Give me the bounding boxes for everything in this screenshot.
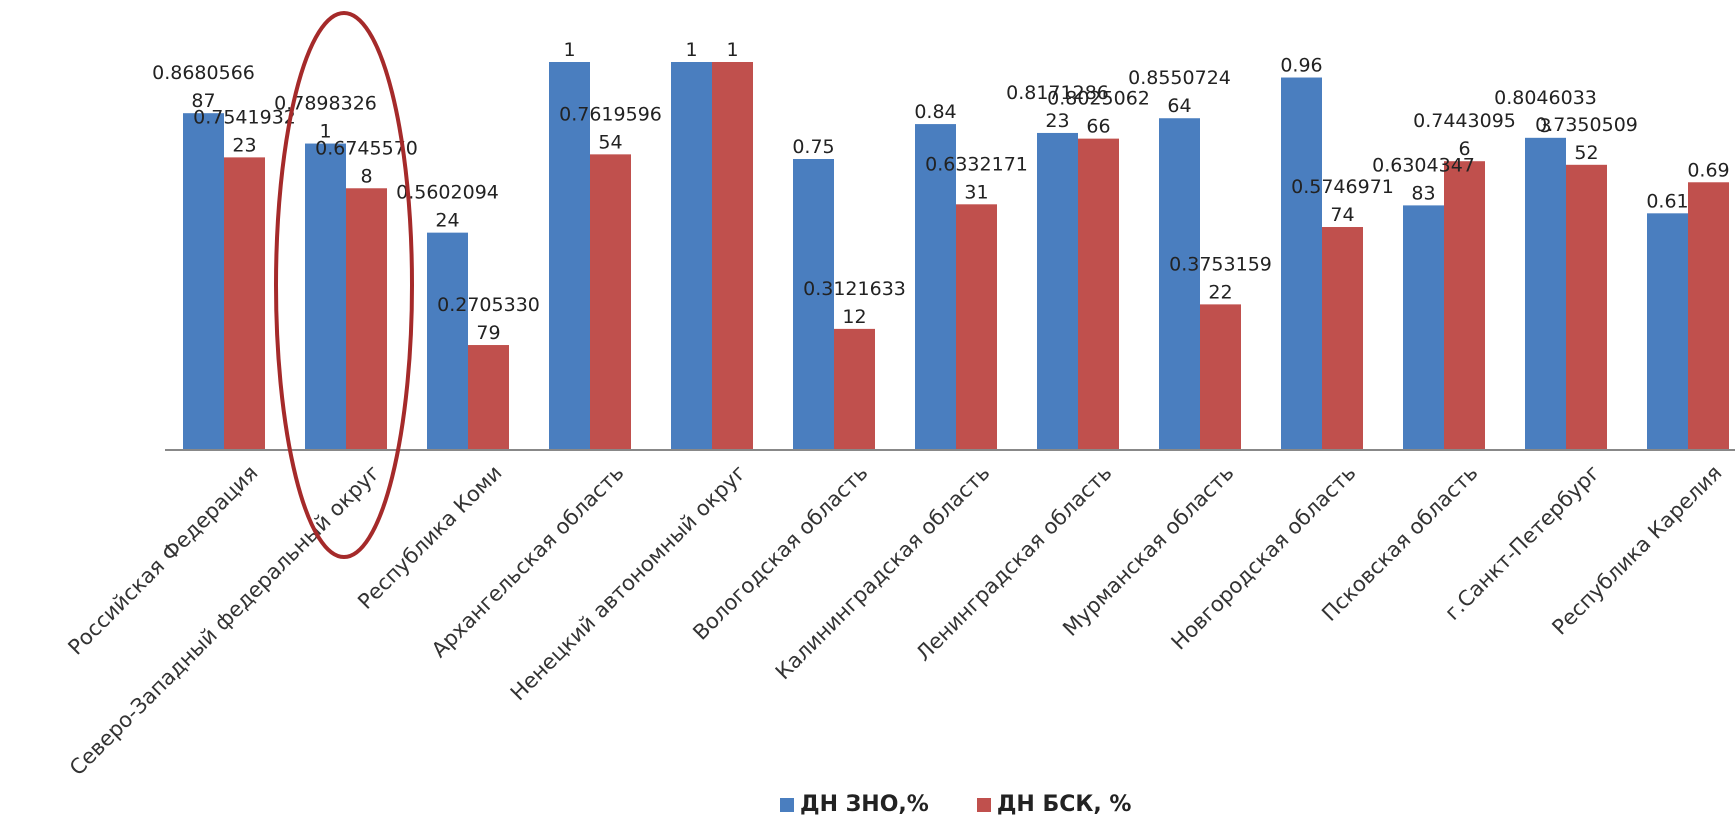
category-label-8: Ленинградская область bbox=[911, 461, 1116, 666]
bar-2-4 bbox=[590, 154, 631, 450]
data-labels-layer: 0.8680566 87 0.7898326 1 0.5602094 24 1 1 0.75 0.… bbox=[152, 39, 1730, 344]
data-label-1-12: 3 bbox=[1539, 115, 1551, 137]
data-label-1-3: 0.5602094 bbox=[396, 182, 499, 204]
data-label-1-8: 23 bbox=[1045, 110, 1069, 132]
data-label-2-2: 8 bbox=[360, 165, 372, 187]
data-label-1-1: 0.8680566 bbox=[152, 62, 255, 84]
legend-label-series-2: ДН БСК, % bbox=[996, 792, 1132, 817]
data-label-1-4: 1 bbox=[563, 39, 575, 61]
data-label-2-5: 1 bbox=[726, 39, 738, 61]
data-label-2-8: 0.8025062 bbox=[1047, 88, 1150, 110]
bar-2-11 bbox=[1444, 161, 1485, 450]
bar-1-6 bbox=[793, 159, 834, 450]
data-label-1-8: 0.8171286 bbox=[1006, 82, 1109, 104]
data-label-2-4: 0.7619596 bbox=[559, 103, 662, 125]
legend-swatch-series-1 bbox=[780, 797, 794, 812]
data-label-1-2: 1 bbox=[319, 121, 331, 143]
data-label-1-11: 83 bbox=[1411, 182, 1435, 204]
data-label-1-3: 24 bbox=[435, 210, 459, 232]
data-label-2-13: 0.69 bbox=[1687, 159, 1729, 181]
data-label-2-7: 0.6332171 bbox=[925, 153, 1028, 175]
data-label-2-6: 12 bbox=[842, 306, 866, 328]
data-label-2-3: 79 bbox=[476, 322, 500, 344]
data-label-1-13: 0.61 bbox=[1646, 190, 1688, 212]
bar-1-3 bbox=[427, 232, 468, 450]
bar-1-2 bbox=[305, 143, 346, 450]
bar-1-8 bbox=[1037, 132, 1078, 450]
data-label-2-12: 0.7350509 bbox=[1535, 114, 1638, 136]
bar-2-5 bbox=[712, 62, 753, 450]
data-label-1-6: 0.75 bbox=[792, 136, 834, 158]
bars-layer bbox=[183, 62, 1729, 451]
bar-1-13 bbox=[1647, 213, 1688, 450]
legend: ДН ЗНО,% ДН БСК, % bbox=[780, 792, 1131, 817]
data-label-2-11: 0.7443095 bbox=[1413, 110, 1516, 132]
data-label-1-5: 1 bbox=[685, 39, 697, 61]
category-label-5: Ненецкий автономный округ bbox=[506, 461, 751, 706]
bar-1-10 bbox=[1281, 77, 1322, 451]
category-label-7: Калининградская область bbox=[771, 461, 995, 685]
data-label-1-12: 0.8046033 bbox=[1494, 87, 1597, 109]
data-label-2-3: 0.2705330 bbox=[437, 294, 540, 316]
bar-chart: 0.8680566 87 0.7898326 1 0.5602094 24 1 1 0.75 0.… bbox=[63, 11, 1735, 781]
bar-2-3 bbox=[468, 345, 509, 450]
bar-1-7 bbox=[915, 124, 956, 450]
data-label-2-1: 23 bbox=[232, 134, 256, 156]
bar-1-9 bbox=[1159, 118, 1200, 451]
data-label-1-7: 0.84 bbox=[914, 101, 956, 123]
bar-1-1 bbox=[183, 113, 224, 451]
data-label-1-9: 64 bbox=[1167, 95, 1191, 117]
legend-label-series-1: ДН ЗНО,% bbox=[800, 792, 929, 817]
data-label-2-10: 0.5746971 bbox=[1291, 176, 1394, 198]
legend-item-series-1: ДН ЗНО,% bbox=[780, 792, 929, 817]
bar-2-1 bbox=[224, 157, 265, 450]
bar-2-10 bbox=[1322, 227, 1363, 450]
data-label-2-12: 52 bbox=[1574, 142, 1598, 164]
bar-1-5 bbox=[671, 62, 712, 450]
data-label-2-6: 0.3121633 bbox=[803, 278, 906, 300]
legend-swatch-series-2 bbox=[976, 797, 991, 812]
data-label-2-9: 22 bbox=[1208, 281, 1232, 303]
bar-2-13 bbox=[1688, 182, 1729, 450]
data-label-1-11: 0.6304347 bbox=[1372, 154, 1475, 176]
bar-2-8 bbox=[1078, 138, 1119, 450]
bar-2-2 bbox=[346, 188, 387, 450]
bar-2-12 bbox=[1566, 164, 1607, 450]
data-label-2-1: 0.7541932 bbox=[193, 106, 296, 128]
data-label-2-2: 0.6745570 bbox=[315, 137, 418, 159]
data-label-1-9: 0.8550724 bbox=[1128, 67, 1231, 89]
data-label-2-11: 6 bbox=[1458, 138, 1470, 160]
data-label-2-4: 54 bbox=[598, 131, 622, 153]
data-label-2-9: 0.3753159 bbox=[1169, 253, 1272, 275]
data-label-2-8: 66 bbox=[1086, 116, 1110, 138]
data-label-1-2: 0.7898326 bbox=[274, 93, 377, 115]
bar-1-12 bbox=[1525, 137, 1566, 450]
data-label-1-1: 87 bbox=[191, 90, 215, 112]
highlight-ellipse bbox=[274, 11, 414, 559]
data-label-2-7: 31 bbox=[964, 181, 988, 203]
bar-1-4 bbox=[549, 62, 590, 450]
bar-2-7 bbox=[956, 204, 997, 450]
bar-2-6 bbox=[834, 328, 875, 450]
data-label-2-10: 74 bbox=[1330, 204, 1354, 226]
data-label-1-10: 0.96 bbox=[1280, 55, 1322, 77]
category-label-4: Архангельская область bbox=[427, 461, 629, 663]
category-label-1: Российская Федерация bbox=[63, 461, 262, 660]
bar-2-9 bbox=[1200, 304, 1241, 450]
bar-1-11 bbox=[1403, 205, 1444, 450]
legend-item-series-2: ДН БСК, % bbox=[976, 792, 1132, 817]
